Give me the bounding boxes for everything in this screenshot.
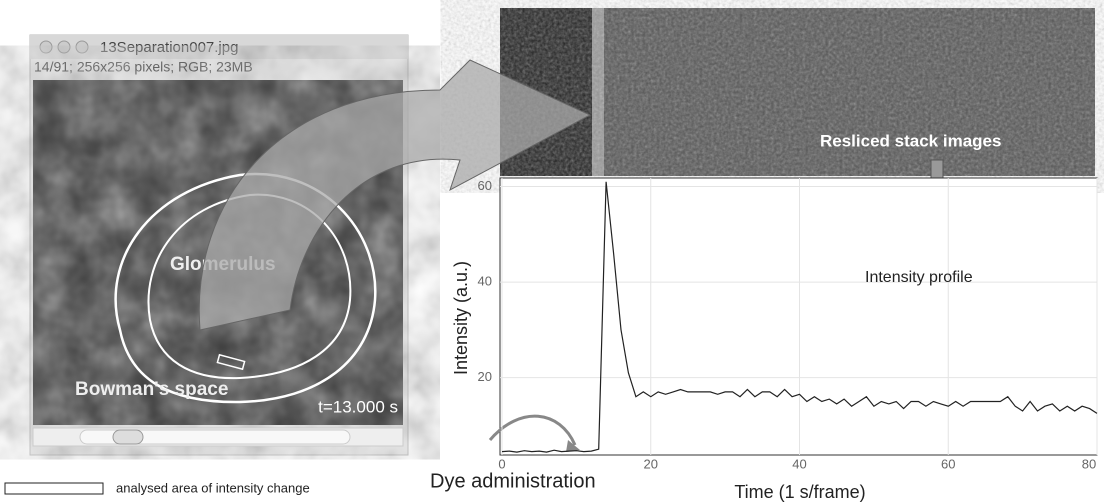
x-tick-label: 40 xyxy=(792,456,806,471)
annotation: Dye administration xyxy=(430,470,596,492)
x-axis-label: Time (1 s/frame) xyxy=(734,482,865,502)
plot-area xyxy=(499,177,1098,456)
intensity-line xyxy=(501,181,1098,453)
flow-arrow xyxy=(198,59,592,331)
dye-arrowhead xyxy=(566,440,580,452)
image-label: Bowman's space xyxy=(75,379,228,400)
annotation: Resliced stack images xyxy=(820,131,1001,150)
dye-arrow xyxy=(488,414,577,446)
y-axis-label: Intensity (a.u.) xyxy=(451,261,471,375)
legend-swatch xyxy=(4,482,104,495)
resliced-texture xyxy=(500,8,1095,176)
bowman-outline xyxy=(114,172,377,404)
glomerulus-outline xyxy=(147,193,352,380)
timestamp: t=13.000 s xyxy=(318,397,398,416)
x-tick-label: 60 xyxy=(941,456,955,471)
zoom-button[interactable] xyxy=(75,40,89,54)
scroll-thumb[interactable] xyxy=(112,429,144,445)
annotation: Intensity profile xyxy=(865,269,973,286)
y-tick-label: 60 xyxy=(478,178,492,193)
close-button[interactable] xyxy=(39,40,53,54)
window-title: 13Separation007.jpg xyxy=(100,39,238,56)
legend-label: analysed area of intensity change xyxy=(116,480,310,495)
plot: 20 40 60 0 20 40 60 80 xyxy=(478,178,1098,471)
x-tick-label: 0 xyxy=(498,456,505,471)
image-info: 14/91; 256x256 pixels; RGB; 23MB xyxy=(34,59,253,75)
y-tick-label: 40 xyxy=(478,274,492,289)
scroll-track xyxy=(79,429,351,445)
x-tick-label: 20 xyxy=(644,456,658,471)
title-bar xyxy=(30,35,408,59)
y-tick-label: 20 xyxy=(478,369,492,384)
analysed-area xyxy=(216,353,246,371)
x-tick-label: 80 xyxy=(1082,456,1096,471)
minimize-button[interactable] xyxy=(57,40,71,54)
